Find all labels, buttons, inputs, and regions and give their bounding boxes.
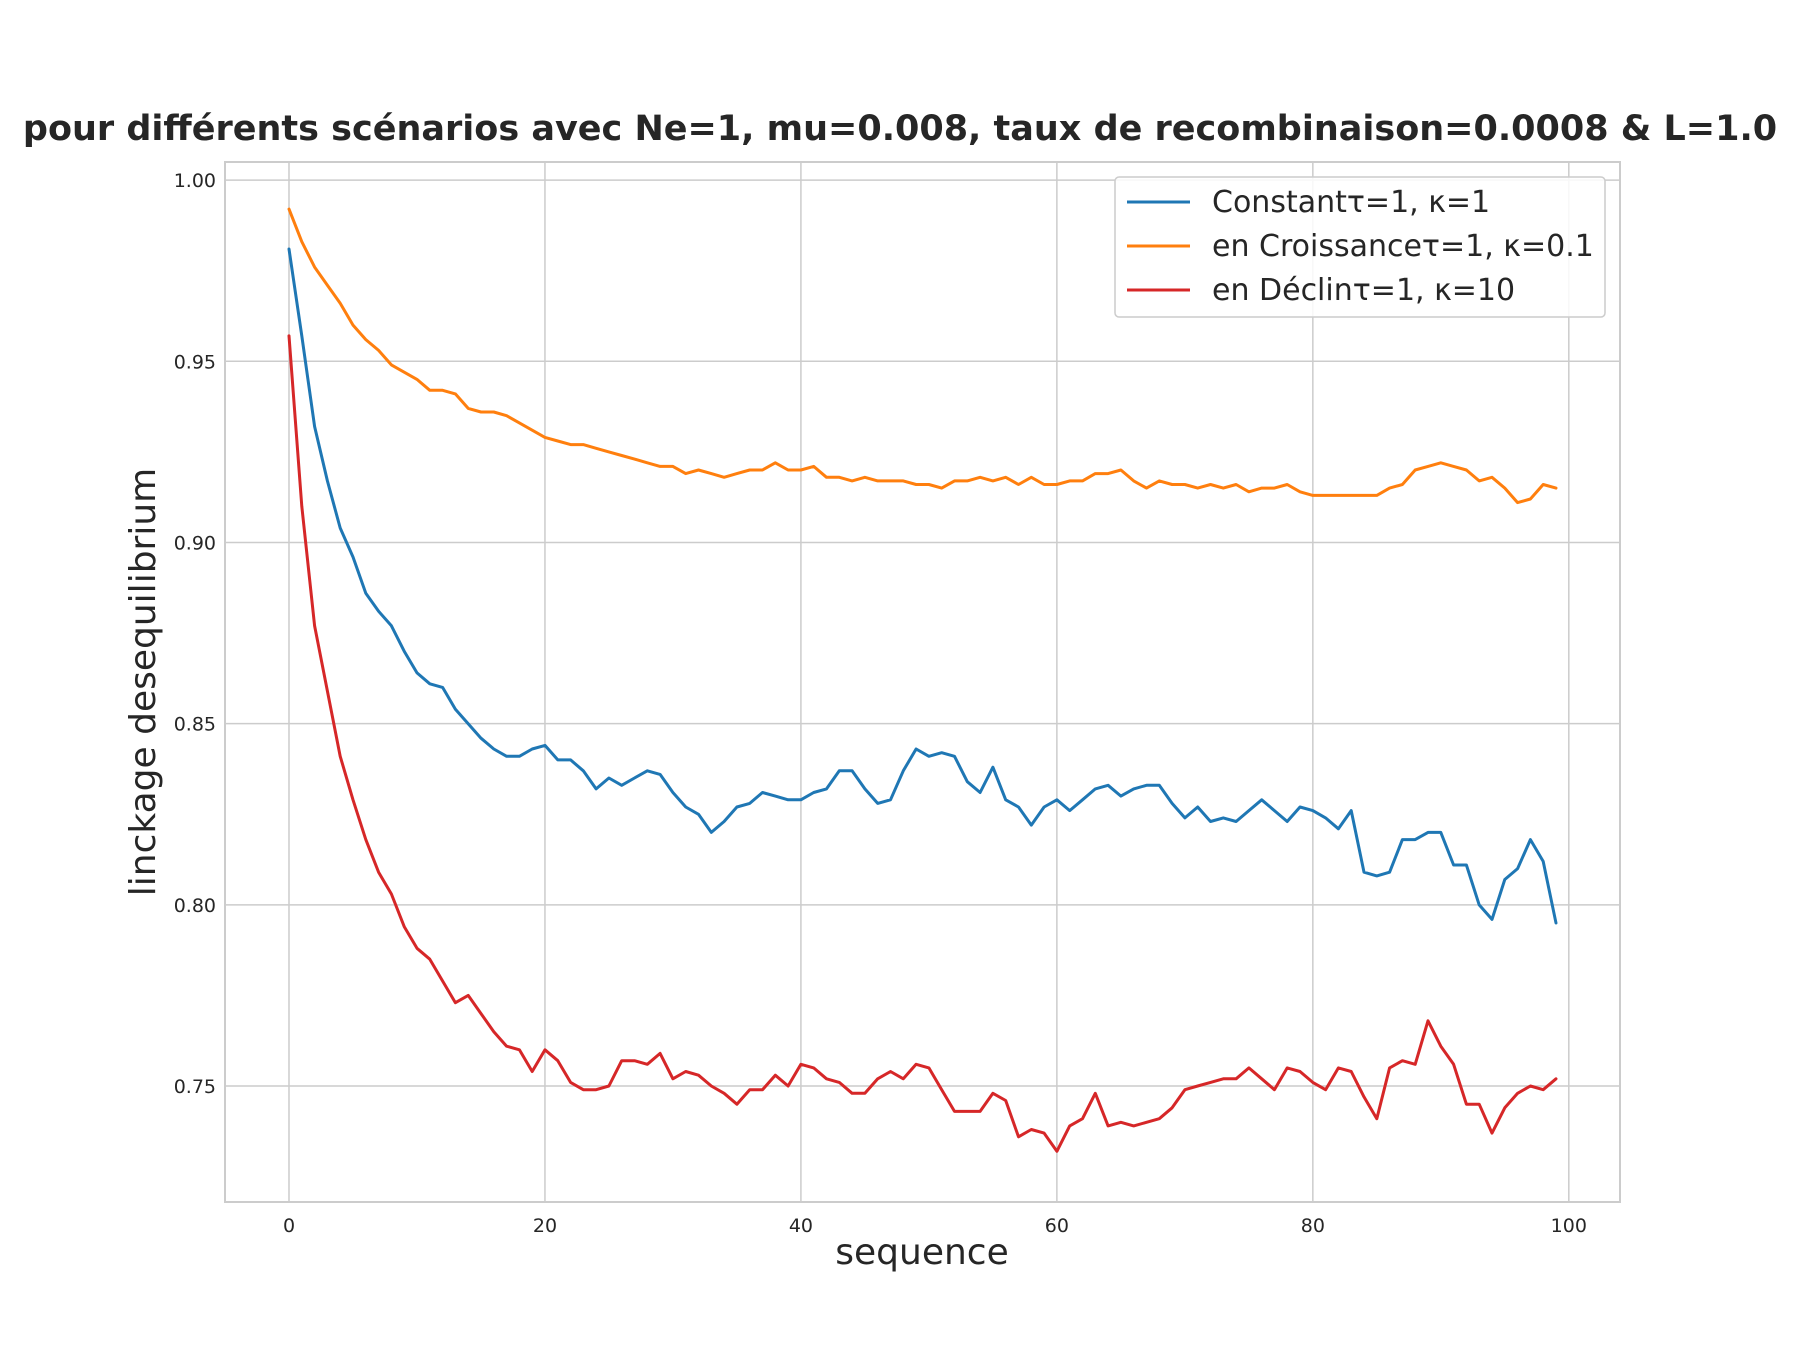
y-tick-label: 0.95 — [174, 351, 216, 373]
x-axis-label: sequence — [835, 1232, 1008, 1273]
legend-items: Constantτ=1, κ=1 en Croissanceτ=1, κ=0.1 e… — [1127, 185, 1594, 308]
legend-label: Constantτ=1, κ=1 — [1212, 185, 1490, 220]
x-tick-label: 100 — [1551, 1215, 1587, 1237]
plot-frame — [224, 161, 1621, 1203]
y-tick-label: 0.85 — [174, 714, 216, 736]
series-line-3 — [287, 334, 1558, 1153]
x-tick-label: 40 — [789, 1215, 813, 1237]
y-tick-label: 0.90 — [174, 532, 216, 554]
y-axis-label: linckage desequilibrium — [123, 468, 164, 896]
series-layer — [287, 207, 1558, 1153]
x-tick-label: 80 — [1301, 1215, 1325, 1237]
legend-label: en Croissanceτ=1, κ=0.1 — [1212, 229, 1594, 264]
legend-label: en Déclinτ=1, κ=10 — [1212, 273, 1515, 308]
legend-box — [1114, 176, 1606, 318]
x-tick-labels: 0 20 40 60 80 100 — [283, 1215, 1587, 1237]
x-grid-lines — [288, 162, 1570, 1202]
y-tick-label: 1.00 — [174, 170, 216, 192]
x-tick-label: 60 — [1045, 1215, 1069, 1237]
y-tick-labels: 0.75 0.80 0.85 0.90 0.95 1.00 — [174, 170, 216, 1098]
series-line-1 — [287, 247, 1558, 925]
legend: Constantτ=1, κ=1 en Croissanceτ=1, κ=0.1 e… — [1114, 176, 1606, 318]
series-line-2 — [287, 207, 1558, 505]
y-tick-label: 0.75 — [174, 1076, 216, 1098]
x-tick-label: 0 — [283, 1215, 295, 1237]
x-tick-label: 20 — [533, 1215, 557, 1237]
chart-title: pour différents scénarios avec Ne=1, mu=… — [23, 109, 1777, 149]
y-tick-label: 0.80 — [174, 895, 216, 917]
